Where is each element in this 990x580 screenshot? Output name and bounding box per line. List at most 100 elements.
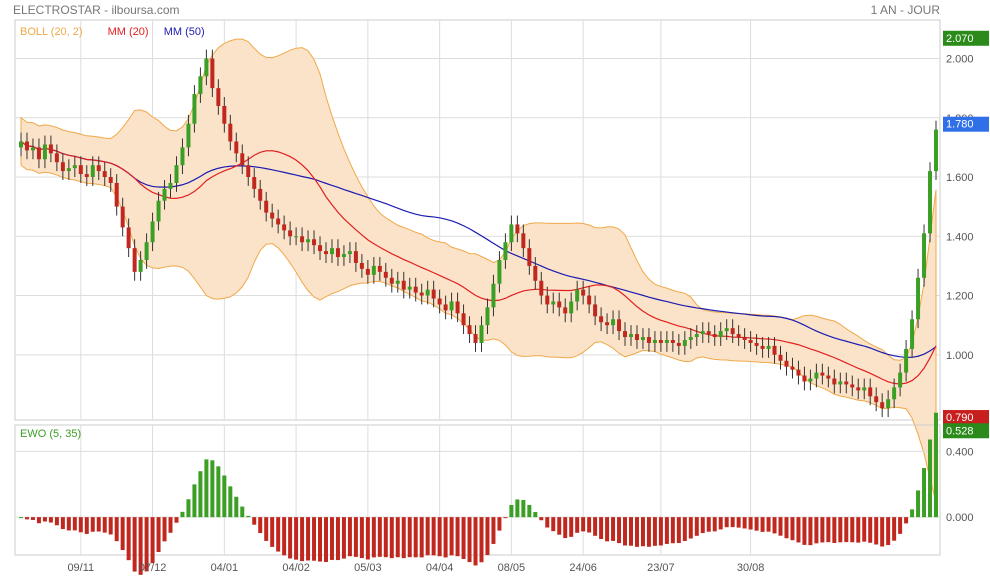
candle-body [144, 242, 149, 260]
y-tick-label: 1.200 [946, 291, 974, 303]
ewo-bar [324, 517, 328, 562]
candle-body [874, 396, 879, 403]
ewo-bar [288, 517, 293, 559]
ewo-bar [551, 517, 556, 532]
ewo-bar [431, 517, 436, 556]
candle-body [216, 88, 221, 106]
ewo-bar [389, 517, 394, 559]
ewo-bar [413, 517, 418, 558]
candle-body [204, 58, 209, 77]
ewo-bar [892, 517, 897, 541]
ewo-bar [682, 517, 687, 541]
x-axis: 09/11 07/12 04/01 04/02 05/03 04/04 08/05 24/06… [67, 562, 764, 574]
ewo-bar [706, 517, 711, 532]
candle-body [808, 378, 813, 382]
ewo-bar [503, 517, 508, 519]
ewo-bar [742, 517, 747, 529]
candle-body [772, 345, 777, 355]
ewo-bar [676, 517, 681, 544]
candle-body [24, 141, 29, 151]
candle-body [640, 337, 645, 340]
ewo-bar [144, 517, 149, 572]
candle-body [335, 248, 340, 258]
ewo-bar [748, 517, 753, 530]
candle-body [72, 165, 77, 169]
ewo-bar [258, 517, 263, 534]
ewo-bar [60, 517, 65, 530]
candle-body [694, 334, 699, 338]
x-tick-label: 04/01 [211, 562, 239, 574]
ewo-bar [222, 475, 227, 518]
candle-body [593, 304, 598, 317]
ewo-bar [210, 460, 215, 518]
ewo-bar [497, 517, 502, 531]
candle-body [629, 334, 633, 338]
ewo-bar [186, 499, 191, 518]
ewo-bar [910, 509, 915, 518]
ewo-bar [539, 517, 544, 521]
ewo-bar [712, 517, 717, 532]
period-selector[interactable]: 1 AN - JOUR [870, 3, 940, 17]
candle-body [276, 218, 281, 225]
candle-body [892, 387, 897, 400]
candle-body [599, 316, 604, 323]
ewo-bar [778, 517, 783, 536]
candle-body [688, 337, 693, 340]
ewo-bar [204, 459, 209, 518]
candle-body [84, 174, 89, 178]
ewo-bar [234, 496, 239, 518]
candle-body [509, 224, 514, 243]
candle-body [90, 165, 95, 178]
ewo-bar [84, 517, 89, 534]
ewo-bar [36, 517, 41, 524]
candle-body [413, 286, 418, 293]
candle-body [156, 200, 161, 222]
y-tick-label: 1.400 [946, 231, 974, 243]
candle-body [670, 340, 675, 343]
candle-body [491, 283, 496, 308]
ewo-bar [611, 517, 616, 541]
ewo-bar [838, 517, 843, 543]
candle-body [664, 340, 669, 343]
candle-body [718, 331, 723, 338]
ewo-bar [329, 517, 334, 560]
ewo-panel: 0.000 0.400 EWO (5, 35) 0.528 [14, 412, 989, 575]
ewo-value-box: 0.528 [946, 425, 974, 437]
ewo-bar [515, 499, 520, 518]
chart-title: ELECTROSTAR - ilboursa.com [13, 3, 180, 17]
candle-body [306, 239, 311, 243]
ewo-bar [916, 490, 921, 518]
candle-body [407, 286, 412, 290]
candle-body [814, 372, 819, 379]
candle-body [150, 221, 155, 243]
candle-body [347, 251, 352, 255]
ewo-value-box-bg [943, 423, 989, 439]
ewo-bar [150, 517, 155, 564]
ewo-bar [306, 517, 311, 561]
candle-body [904, 348, 909, 373]
candle-body [377, 265, 382, 272]
candle-body [126, 227, 131, 249]
y-tick-label: 0.400 [946, 446, 974, 458]
candle-body [455, 301, 460, 314]
candle-body [545, 295, 550, 305]
ewo-bar [114, 517, 119, 542]
ewo-bar [730, 517, 735, 528]
ewo-bar [934, 412, 938, 518]
x-tick-label: 04/02 [282, 562, 310, 574]
candle-body [742, 337, 747, 340]
ewo-bar [658, 517, 663, 546]
candle-body [916, 277, 921, 320]
ewo-bar [90, 517, 95, 532]
ewo-bar [700, 517, 705, 534]
price-frame [14, 19, 941, 421]
legend-item: MM (50) [164, 26, 205, 38]
candle-body [300, 236, 305, 243]
ewo-bar [198, 471, 203, 518]
candle-body [563, 307, 568, 314]
ewo-bar [425, 517, 430, 556]
candle-body [353, 251, 358, 263]
candle-body [180, 147, 185, 166]
ewo-bar [623, 517, 628, 546]
